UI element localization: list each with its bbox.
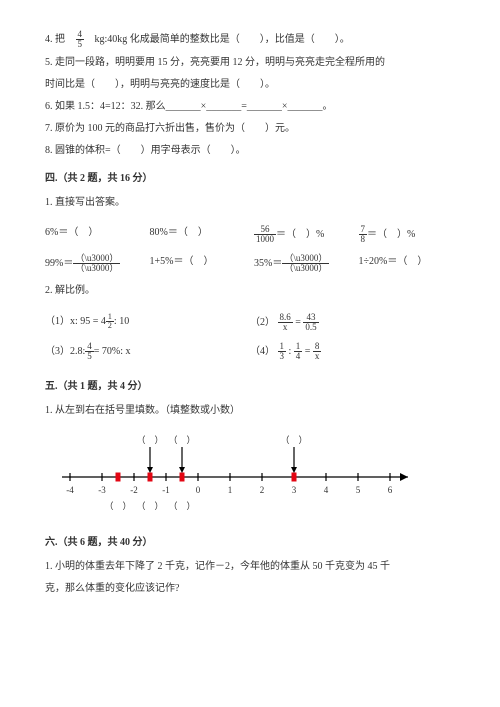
frac-7-8: 7 8 [359,225,368,244]
question-5-line2: 时间比是（ ），明明与亮亮的速度比是（ ）。 [45,77,455,93]
svg-text:（ ）: （ ） [168,501,195,511]
s4-r1-c: 56 1000 ＝（ ）% [254,225,351,244]
q4-fraction: 4 5 [76,30,85,49]
s4-prop-row1: （1）x: 95 = 412: 10 （2） 8.6x = 430.5 [45,313,455,332]
prop-3: （3）2.8:45= 70%: x [45,342,250,361]
prop-4: （4） 13 : 14 = 8x [250,342,455,361]
blank-frac-2: （\u3000）（\u3000） [282,254,329,273]
svg-text:6: 6 [388,485,393,495]
q4-prefix: 4. 把 [45,34,65,45]
p4-frac1: 13 [278,342,287,361]
svg-text:（ ）: （ ） [136,435,163,445]
svg-text:-4: -4 [66,485,74,495]
p3-frac: 45 [85,342,94,361]
prop-2: （2） 8.6x = 430.5 [250,313,455,332]
svg-text:4: 4 [324,485,329,495]
question-7: 7. 原价为 100 元的商品打六折出售，售价为（ ）元。 [45,121,455,137]
svg-text:（ ）: （ ） [104,501,131,511]
svg-text:-3: -3 [98,485,106,495]
svg-text:（ ）: （ ） [136,501,163,511]
p2-frac2: 430.5 [303,313,318,332]
s4-r2-c: 35%＝（\u3000）（\u3000） [254,254,351,273]
svg-text:3: 3 [292,485,297,495]
s6-q1-l1: 1. 小明的体重去年下降了 2 千克，记作－2，今年他的体重从 50 千克变为 … [45,559,455,575]
question-4: 4. 把 4 5 kg:40kg 化成最简单的整数比是（ ），比值是（ ）。 [45,30,455,49]
s4-row1: 6%＝（ ） 80%＝（ ） 56 1000 ＝（ ）% 7 8 ＝（ ）% [45,225,455,244]
s4-prop-row2: （3）2.8:45= 70%: x （4） 13 : 14 = 8x [45,342,455,361]
svg-text:-2: -2 [130,485,138,495]
s6-q1-l2: 克，那么体重的变化应该记作? [45,581,455,597]
s4-q1: 1. 直接写出答案。 [45,195,455,211]
s4-q2: 2. 解比例。 [45,283,455,299]
s4-r1-a: 6%＝（ ） [45,225,142,244]
svg-text:（ ）: （ ） [280,435,307,445]
prop-1: （1）x: 95 = 412: 10 [45,313,250,332]
question-5-line1: 5. 走同一段路，明明要用 15 分，亮亮要用 12 分，明明与亮亮走完全程所用… [45,55,455,71]
svg-text:5: 5 [356,485,361,495]
svg-text:（ ）: （ ） [168,435,195,445]
question-8: 8. 圆锥的体积=（ ）用字母表示（ ）。 [45,143,455,159]
s4-r2-a: 99%＝（\u3000）（\u3000） [45,254,142,273]
s4-r1-b: 80%＝（ ） [150,225,247,244]
svg-text:-1: -1 [162,485,170,495]
svg-text:2: 2 [260,485,265,495]
section-5-title: 五.（共 1 题，共 4 分） [45,379,455,395]
p4-frac2: 14 [294,342,303,361]
section-6-title: 六.（共 6 题，共 40 分） [45,535,455,551]
s4-r1-d: 7 8 ＝（ ）% [359,225,456,244]
blank-frac-1: （\u3000）（\u3000） [73,254,120,273]
svg-text:1: 1 [228,485,233,495]
number-line-diagram: -4 -3 -2 -1 0 1 2 3 4 5 6 （ ） （ ） （ ） （ ） （ ） （ ） [50,429,455,520]
frac-56-1000: 56 1000 [254,225,276,244]
s4-r2-b: 1+5%＝（ ） [150,254,247,273]
p1-frac: 12 [106,313,114,330]
s4-r2-d: 1÷20%＝（ ） [359,254,456,273]
q4-mid: kg:40kg 化成最简单的整数比是（ ），比值是（ ）。 [95,34,350,45]
question-6: 6. 如果 1.5：4=12：32. 那么_______×_______=___… [45,99,455,115]
p2-frac1: 8.6x [278,313,293,332]
s5-q1: 1. 从左到右在括号里填数。（填整数或小数） [45,403,455,419]
p4-frac3: 8x [313,342,322,361]
section-4-title: 四.（共 2 题，共 16 分） [45,171,455,187]
s4-row2: 99%＝（\u3000）（\u3000） 1+5%＝（ ） 35%＝（\u300… [45,254,455,273]
svg-text:0: 0 [196,485,201,495]
